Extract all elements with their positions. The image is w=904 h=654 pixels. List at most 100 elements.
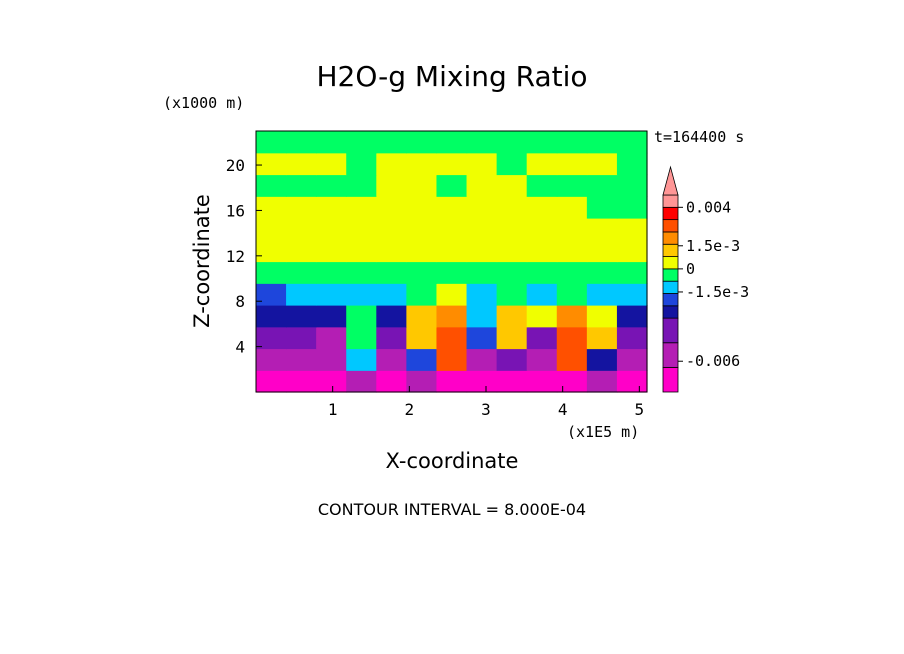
heatmap-cell: [556, 348, 588, 371]
x-axis: 1 2 3 4 5: [328, 386, 644, 419]
heatmap-cell: [496, 326, 528, 350]
y-tick-label: 4: [235, 338, 245, 357]
heatmap-cell: [376, 326, 407, 350]
heatmap-cell: [376, 196, 407, 219]
heatmap-cell: [286, 370, 317, 393]
colorbar-label: -0.006: [686, 352, 740, 370]
heatmap-cell: [256, 196, 287, 219]
heatmap-cell: [406, 283, 438, 306]
colorbar-swatch: [662, 231, 679, 245]
heatmap-cell: [436, 348, 468, 371]
heatmap-cell: [496, 174, 528, 197]
colorbar-swatch: [662, 305, 679, 319]
colorbar-swatch: [662, 206, 679, 221]
colorbar-swatch: [662, 256, 679, 270]
heatmap-cell: [466, 348, 498, 371]
heatmap-cell: [316, 261, 347, 284]
heatmap-cell: [286, 196, 317, 219]
colorbar-swatch: [662, 342, 679, 368]
heatmap-cell: [526, 261, 558, 284]
heatmap-cell: [586, 131, 618, 154]
colorbar-label: 0.004: [686, 198, 731, 216]
heatmap-plot: [256, 131, 648, 393]
y-tick-label: 12: [226, 247, 245, 266]
contour-interval-note: CONTOUR INTERVAL = 8.000E-04: [318, 500, 586, 519]
heatmap-cell: [496, 196, 528, 219]
heatmap-cell: [556, 218, 588, 241]
heatmap-cell: [466, 174, 498, 197]
heatmap-cell: [526, 305, 558, 328]
heatmap-cell: [406, 196, 438, 219]
heatmap-cell: [346, 131, 377, 154]
heatmap-cell: [466, 218, 498, 241]
chart-title: H2O-g Mixing Ratio: [316, 60, 587, 93]
colorbar-swatch: [662, 280, 679, 294]
heatmap-cell: [436, 261, 468, 284]
heatmap-cell: [586, 305, 618, 328]
heatmap-cell: [496, 305, 528, 328]
heatmap-cell: [466, 326, 498, 350]
heatmap-cell: [376, 131, 407, 154]
heatmap-cell: [406, 239, 438, 263]
heatmap-cell: [586, 174, 618, 197]
heatmap-cell: [616, 174, 648, 197]
colorbar: 0.004 1.5e-3 0 -1.5e-3 -0.006: [662, 165, 749, 393]
colorbar-swatch: [662, 219, 679, 233]
heatmap-cell: [346, 261, 377, 284]
heatmap-cell: [526, 348, 558, 371]
colorbar-label: 1.5e-3: [686, 237, 740, 255]
heatmap-cell: [526, 174, 558, 197]
heatmap-cell: [556, 174, 588, 197]
heatmap-cell: [406, 152, 438, 176]
heatmap-cell: [496, 370, 528, 393]
colorbar-label: -1.5e-3: [686, 283, 749, 301]
heatmap-cell: [256, 261, 287, 284]
heatmap-cell: [346, 218, 377, 241]
heatmap-cell: [436, 131, 468, 154]
colorbar-swatch: [662, 194, 679, 208]
heatmap-cell: [436, 326, 468, 350]
heatmap-cell: [586, 326, 618, 350]
heatmap-cell: [436, 196, 468, 219]
heatmap-cell: [586, 283, 618, 306]
heatmap-cell: [436, 218, 468, 241]
heatmap-cell: [376, 218, 407, 241]
heatmap-cell: [526, 326, 558, 350]
heatmap-cell: [256, 174, 287, 197]
x-tick-label: 1: [328, 400, 338, 419]
heatmap-cell: [466, 239, 498, 263]
heatmap-cell: [256, 348, 287, 371]
heatmap-cell: [526, 152, 558, 176]
heatmap-cell: [436, 370, 468, 393]
heatmap-cell: [526, 370, 558, 393]
heatmap-cell: [586, 261, 618, 284]
heatmap-cell: [436, 152, 468, 176]
heatmap-cell: [586, 239, 618, 263]
heatmap-cell: [496, 283, 528, 306]
heatmap-cell: [286, 348, 317, 371]
heatmap-cell: [346, 283, 377, 306]
heatmap-cell: [376, 239, 407, 263]
heatmap-cell: [316, 218, 347, 241]
heatmap-cell: [496, 152, 528, 176]
x-axis-title: X-coordinate: [386, 449, 519, 473]
heatmap-cell: [286, 305, 317, 328]
heatmap-cell: [616, 348, 648, 371]
heatmap-cell: [616, 131, 648, 154]
heatmap-cell: [496, 348, 528, 371]
heatmap-cell: [556, 239, 588, 263]
heatmap-cell: [466, 370, 498, 393]
y-tick-label: 20: [226, 156, 245, 175]
heatmap-cell: [316, 152, 347, 176]
x-tick-label: 4: [558, 400, 568, 419]
heatmap-cell: [346, 152, 377, 176]
colorbar-swatch: [662, 317, 679, 344]
x-tick-label: 5: [635, 400, 645, 419]
heatmap-cell: [376, 283, 407, 306]
x-tick-label: 3: [481, 400, 491, 419]
heatmap-cell: [406, 261, 438, 284]
heatmap-cell: [526, 218, 558, 241]
heatmap-cell: [556, 283, 588, 306]
heatmap-cell: [436, 305, 468, 328]
